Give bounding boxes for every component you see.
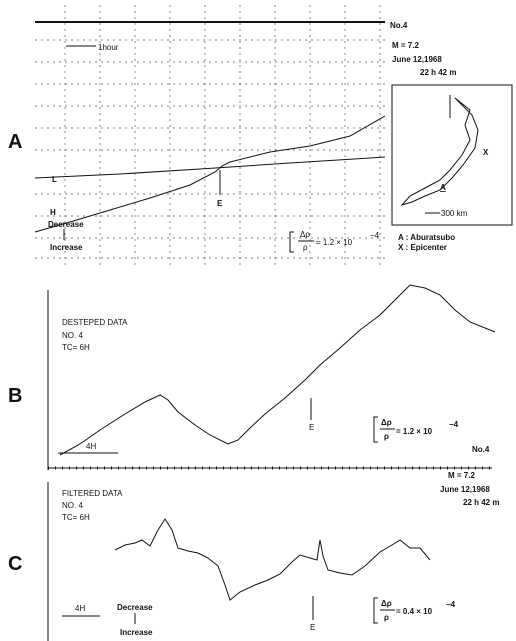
tc: TC= 6H [62,513,90,522]
event-label: E [310,623,315,632]
event-label: E [217,199,223,208]
scale-label: 1hour [98,43,119,52]
date: June 12,1968 [440,485,490,494]
filtered-curve [115,519,430,600]
formula-num: Δρ [381,418,392,427]
curve-label: H [50,208,56,217]
map-site: A [440,183,446,192]
increase-label: Increase [120,628,153,637]
scale-label: 4H [75,604,85,613]
formula-value: = 0.4 × 10 [396,607,433,616]
map-epicenter: X [483,148,489,157]
magnitude: M = 7.2 [392,41,419,50]
formula-den: ρ [303,243,308,252]
figure: 1hour A No.4 M = 7.2 June 12,1968 22 h 4… [0,0,516,641]
panel-title: DESTEPED DATA [62,318,128,327]
panel-label: C [8,553,22,575]
formula-num: Δρ [381,599,392,608]
map-scale: 300 km [441,209,468,218]
magnitude: M = 7.2 [448,471,475,480]
bracket [374,417,378,442]
station: No.4 [390,21,408,30]
time: 22 h 42 m [463,498,499,507]
map-legend: X : Epicenter [398,243,447,252]
scale-label: 4H [86,442,96,451]
tc: TC= 6H [62,343,90,352]
curve-label: L [52,175,57,184]
date: June 12,1968 [392,55,442,64]
event-label: E [309,423,314,432]
bracket [290,232,294,252]
panel-label: B [8,385,22,407]
station-code: NO. 4 [62,331,83,340]
page: 1hour A No.4 M = 7.2 June 12,1968 22 h 4… [0,0,516,641]
formula-exp: −4 [449,420,459,429]
increase-label: Increase [50,243,83,252]
bracket [374,598,378,623]
record-grid [35,5,385,265]
formula-value: = 1.2 × 10 [316,238,353,247]
formula-den: ρ [384,613,389,622]
formula-exp: −4 [370,231,380,240]
station: No.4 [472,445,490,454]
formula-num: Δρ [300,230,310,239]
formula-den: ρ [384,432,389,441]
decrease-label: Decrease [48,220,84,229]
panel-label: A [8,131,22,153]
time: 22 h 42 m [420,68,456,77]
decrease-label: Decrease [117,603,153,612]
station-code: NO. 4 [62,501,83,510]
map-legend: A : Aburatsubo [398,233,455,242]
map-frame [392,85,512,225]
panel-title: FILTERED DATA [62,489,123,498]
formula-value: = 1.2 × 10 [396,427,433,436]
formula-exp: −4 [446,600,456,609]
trace-h [35,116,385,232]
